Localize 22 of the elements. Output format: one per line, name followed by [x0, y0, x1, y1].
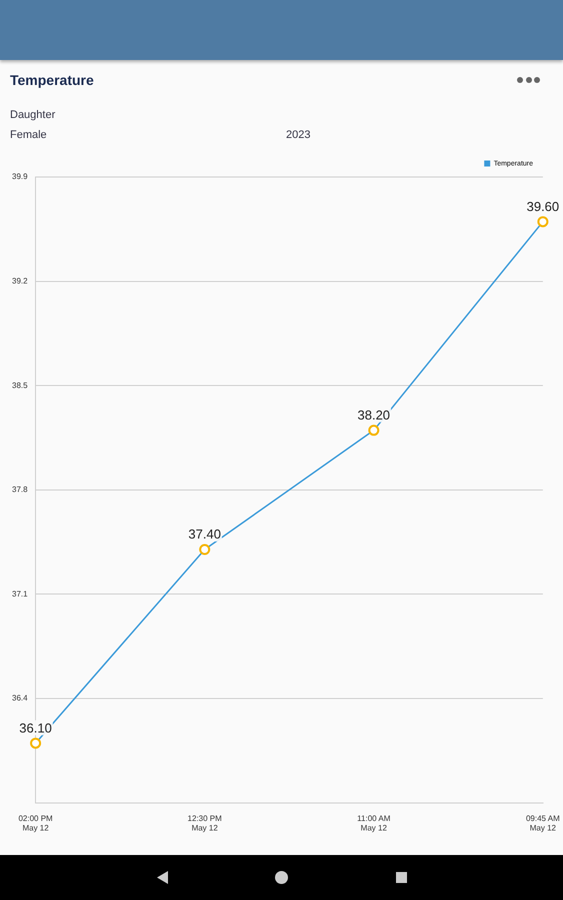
x-tick-label: 02:00 PM May 12 [18, 814, 54, 832]
text: 2023 [286, 129, 310, 141]
data-label: 38.20 [358, 407, 390, 422]
data-label: 39.60 [526, 198, 560, 214]
point [368, 424, 380, 436]
point [30, 738, 42, 749]
y-tick-label: 36.4 [12, 694, 28, 703]
text: Female [10, 129, 47, 141]
y-tick-label: 37.1 [12, 589, 28, 598]
chart-subtitle: Daughter [10, 109, 56, 121]
y-tick-label: 38.5 [12, 380, 28, 390]
y-tick-label: 37.8 [12, 485, 28, 494]
data-label: 37.40 [188, 526, 221, 542]
x-tick-label: 12:30 PM May 12 [188, 814, 222, 832]
x-tick-label: 11:00 AM May 12 [357, 814, 391, 832]
x-tick-label: 09:45 AM May 12 [526, 814, 560, 832]
chart-title: Temperature [10, 72, 94, 88]
y-tick-label: 39.9 [12, 172, 28, 182]
data-label: 36.10 [19, 720, 52, 736]
point [199, 544, 210, 555]
y-tick-label: 39.2 [12, 276, 28, 286]
point [537, 216, 548, 228]
